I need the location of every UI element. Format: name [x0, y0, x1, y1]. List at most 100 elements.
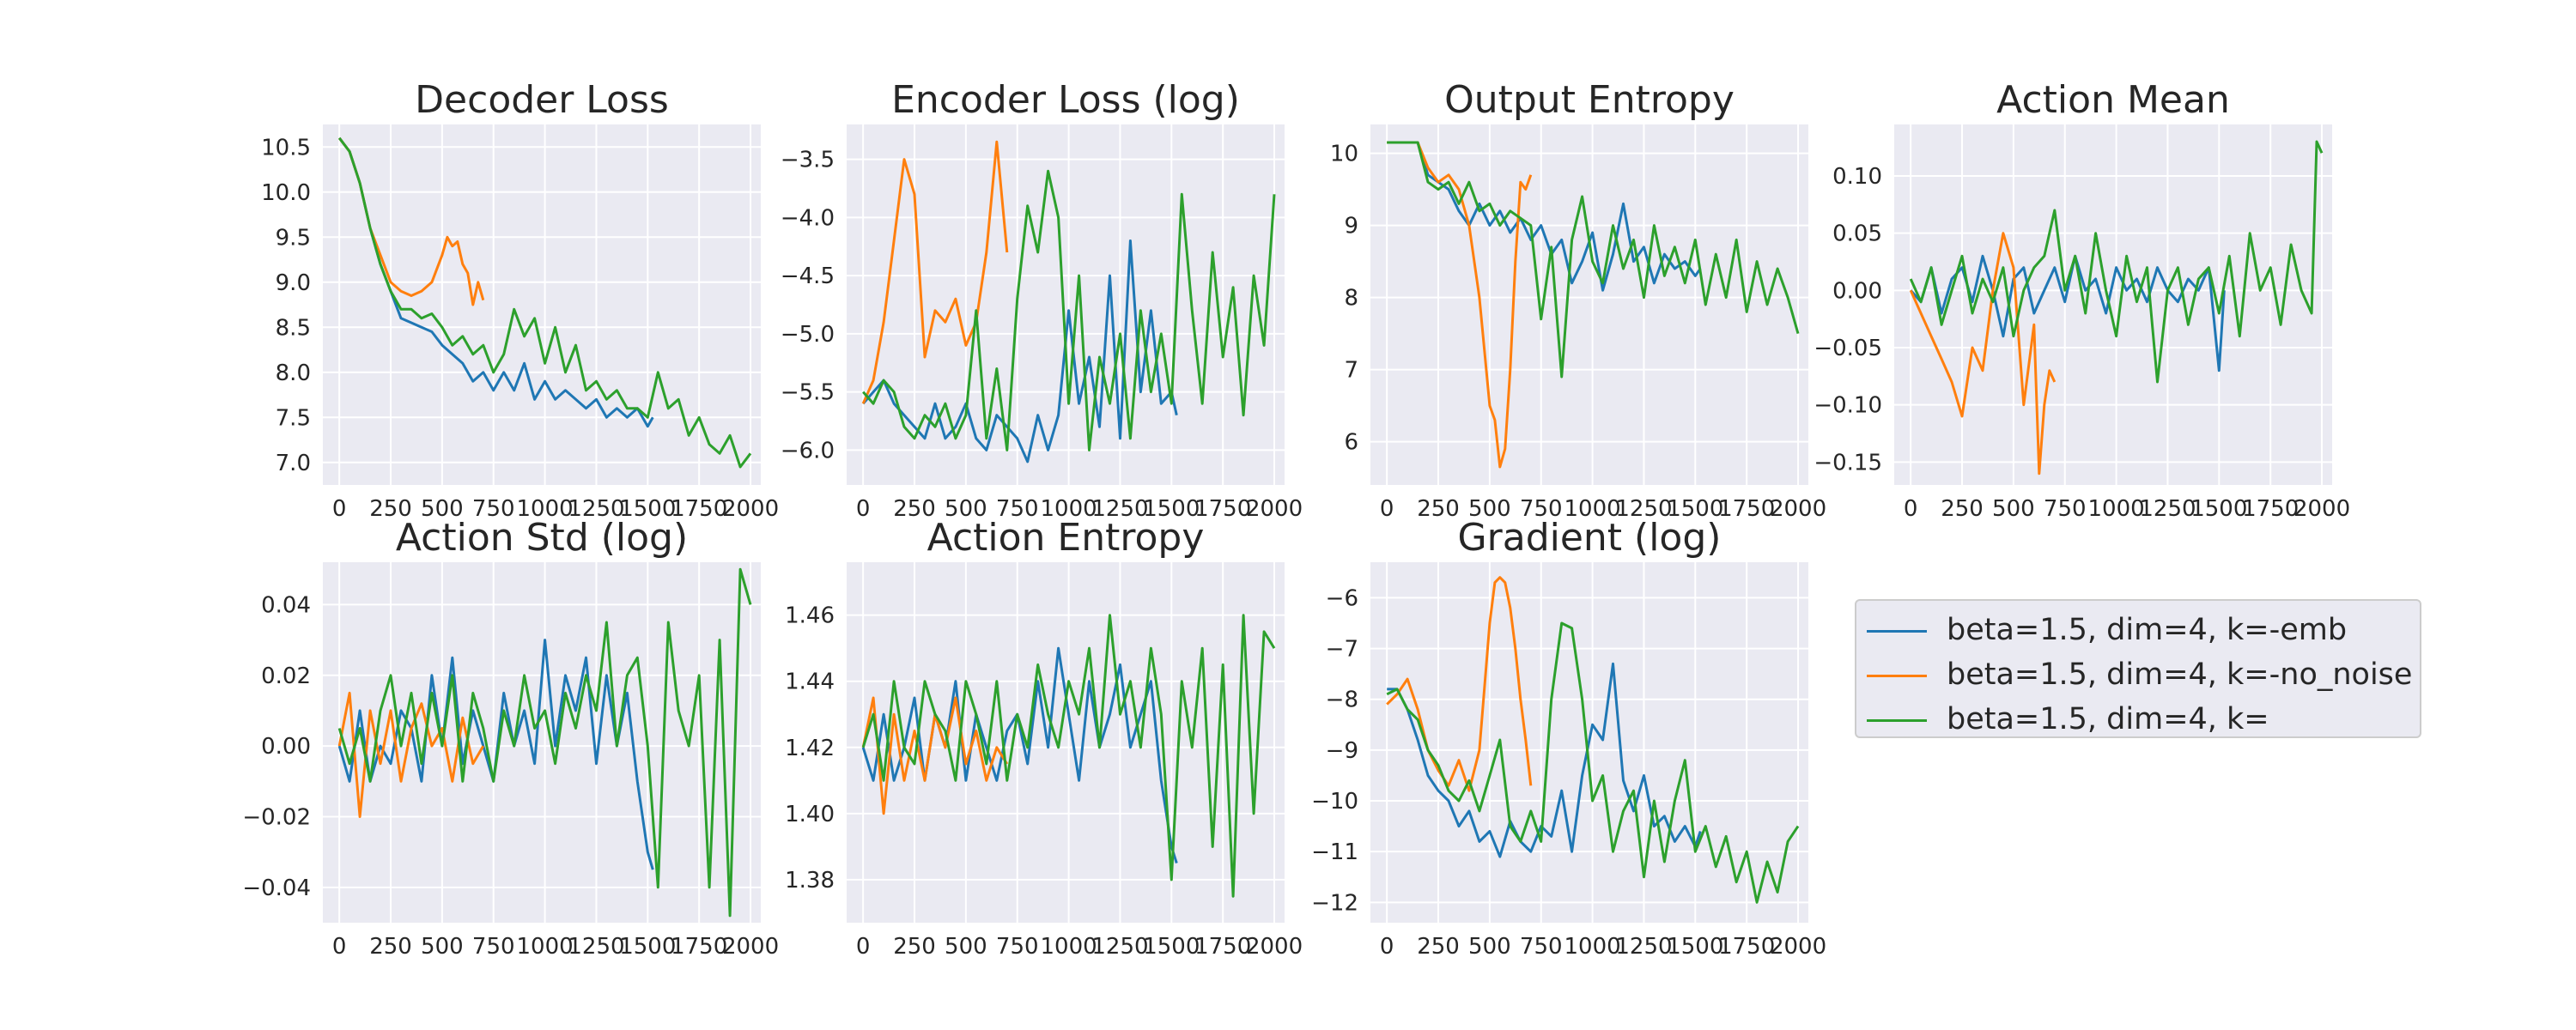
x-tick-label: 750: [472, 496, 515, 522]
y-tick-label: 0.04: [261, 592, 311, 618]
x-tick-label: 1250: [1615, 934, 1672, 960]
series-line: [1909, 140, 2324, 384]
plot-area: [1894, 124, 2332, 485]
x-tick-label: 500: [945, 934, 987, 960]
x-tick-label: 750: [472, 934, 515, 960]
legend-label: beta=1.5, dim=4, k=: [1947, 702, 2269, 736]
x-tick-label: 1750: [671, 496, 727, 522]
x-tick-label: 500: [421, 496, 464, 522]
subplot-title: Action Std (log): [396, 516, 688, 560]
x-tick-label: 1750: [1718, 496, 1775, 522]
x-tick-label: 1750: [1718, 934, 1775, 960]
y-tick-label: −7: [1326, 637, 1358, 663]
y-tick-label: 8.5: [276, 315, 311, 341]
x-tick-label: 0: [1380, 934, 1394, 960]
y-tick-label: 1.38: [785, 868, 835, 894]
y-tick-label: −5.5: [781, 380, 835, 406]
plot-area: [323, 562, 761, 923]
x-tick-label: 0: [856, 934, 871, 960]
subplot-title: Output Entropy: [1444, 78, 1735, 122]
x-tick-label: 250: [369, 496, 412, 522]
x-tick-label: 1250: [1091, 496, 1148, 522]
x-tick-label: 750: [1520, 496, 1563, 522]
y-tick-label: 9: [1344, 214, 1358, 239]
y-tick-label: 0.00: [261, 734, 311, 760]
x-tick-label: 2000: [1246, 496, 1303, 522]
x-tick-label: 0: [1904, 496, 1918, 522]
legend-line: [1867, 719, 1927, 722]
x-tick-label: 1000: [1564, 496, 1621, 522]
y-tick-label: −6.0: [781, 438, 835, 464]
y-tick-label: −10: [1311, 789, 1358, 815]
y-tick-label: 1.46: [785, 603, 835, 629]
x-tick-label: 250: [893, 496, 936, 522]
y-tick-label: 0.02: [261, 663, 311, 689]
x-tick-label: 1500: [2190, 496, 2247, 522]
y-tick-label: 1.44: [785, 670, 835, 695]
x-tick-label: 1750: [671, 934, 727, 960]
x-tick-label: 1250: [2139, 496, 2196, 522]
y-tick-label: −12: [1311, 890, 1358, 916]
x-tick-label: 500: [1468, 496, 1511, 522]
x-tick-label: 1500: [619, 934, 676, 960]
x-tick-label: 1000: [2088, 496, 2145, 522]
x-tick-label: 2000: [722, 496, 779, 522]
series-line: [338, 136, 752, 469]
legend-entry: beta=1.5, dim=4, k=-no_noise: [1856, 654, 2420, 699]
x-tick-label: 2000: [1246, 934, 1303, 960]
x-tick-label: 1750: [1194, 934, 1251, 960]
series-line: [862, 169, 1276, 451]
y-tick-label: 7.5: [276, 405, 311, 431]
x-tick-label: 500: [421, 934, 464, 960]
series-line: [1387, 141, 1702, 292]
x-tick-label: 250: [893, 934, 936, 960]
x-tick-label: 1000: [1041, 934, 1097, 960]
y-tick-label: 0.00: [1832, 278, 1882, 304]
series-line: [861, 646, 1178, 864]
y-tick-label: 7: [1344, 358, 1358, 384]
legend-line: [1867, 630, 1927, 633]
x-tick-label: 2000: [1770, 496, 1826, 522]
x-tick-label: 1000: [517, 934, 574, 960]
legend-label: beta=1.5, dim=4, k=-emb: [1947, 613, 2348, 647]
x-tick-label: 500: [1992, 496, 2035, 522]
series-line: [1386, 621, 1800, 904]
x-tick-label: 1750: [2242, 496, 2299, 522]
y-tick-label: −0.04: [242, 876, 311, 901]
x-tick-label: 0: [332, 934, 347, 960]
y-tick-label: 0.10: [1832, 164, 1882, 190]
legend: beta=1.5, dim=4, k=-emb beta=1.5, dim=4,…: [1855, 599, 2421, 738]
legend-entry: beta=1.5, dim=4, k=-emb: [1856, 609, 2420, 654]
y-tick-label: 0.05: [1832, 221, 1882, 247]
x-tick-label: 1500: [619, 496, 676, 522]
x-tick-label: 250: [1417, 496, 1460, 522]
y-tick-label: −6: [1326, 585, 1358, 611]
x-tick-label: 1250: [568, 934, 624, 960]
x-tick-label: 1500: [1667, 496, 1723, 522]
series-line: [861, 140, 1009, 404]
y-tick-label: 10.0: [261, 180, 311, 206]
x-tick-label: 750: [996, 496, 1039, 522]
series-line: [1910, 254, 2226, 373]
x-tick-label: 1500: [1143, 496, 1200, 522]
y-tick-label: 7.0: [276, 451, 311, 476]
plot-area: [323, 124, 761, 485]
y-tick-label: 10.5: [261, 135, 311, 161]
y-tick-label: −5.0: [781, 322, 835, 348]
x-tick-label: 1750: [1194, 496, 1251, 522]
y-tick-label: −4.5: [781, 264, 835, 289]
y-tick-label: 9.5: [276, 225, 311, 251]
series-line: [861, 614, 1276, 898]
x-tick-label: 2000: [1770, 934, 1826, 960]
series-line: [1909, 232, 2057, 476]
y-tick-label: −8: [1326, 688, 1358, 713]
y-tick-label: −4.0: [781, 205, 835, 231]
x-tick-label: 750: [2044, 496, 2087, 522]
x-tick-label: 1500: [1143, 934, 1200, 960]
legend-line: [1867, 675, 1927, 677]
y-tick-label: −0.05: [1814, 336, 1882, 361]
y-tick-label: 9.0: [276, 270, 311, 296]
series-line: [862, 239, 1178, 464]
